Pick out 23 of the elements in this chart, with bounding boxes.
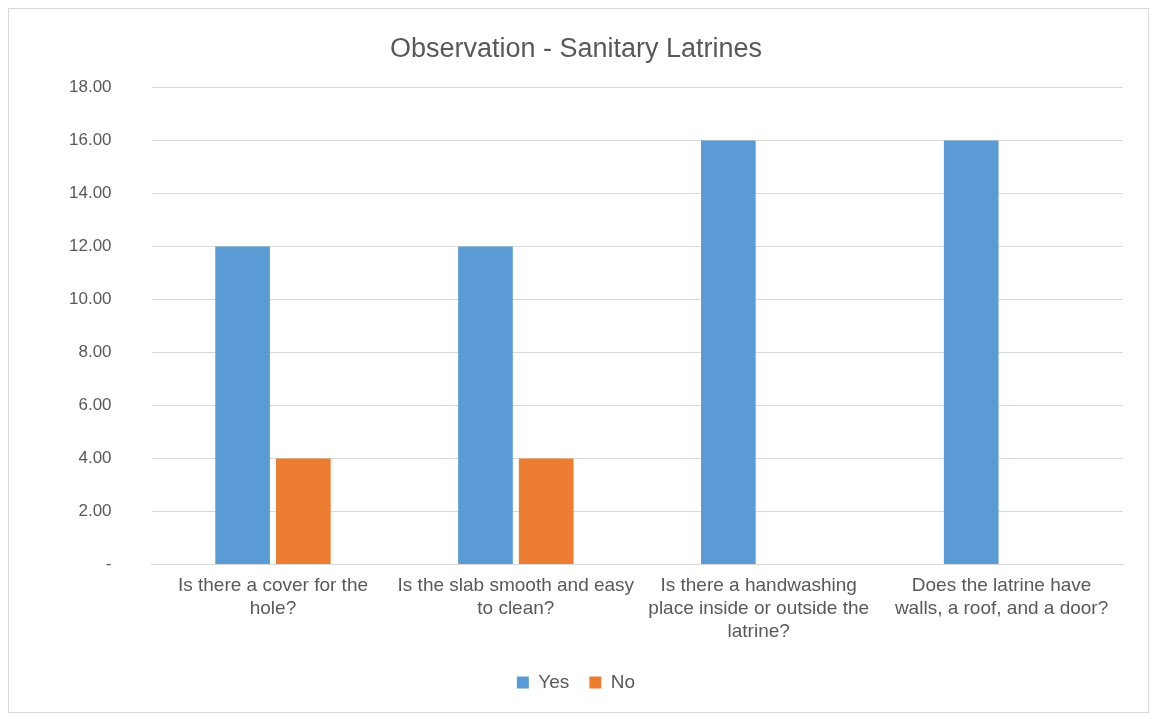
y-tick-label: 18.00 [68,77,112,97]
legend-label: No [610,670,636,692]
x-tick-label: Does the latrine have walls, a roof, and a door? [893,574,1109,619]
y-tick-label: 4.00 [78,448,112,468]
bar [215,246,270,565]
bar [276,458,331,565]
bar [943,140,999,565]
y-tick-label: 2.00 [78,501,112,521]
chart-title: Observation - Sanitary Latrines [389,32,763,63]
y-tick-label: 6.00 [78,395,112,415]
y-tick-label: 16.00 [68,130,112,150]
y-tick-label: 8.00 [78,342,112,362]
bar [518,458,574,565]
y-tick-label: - [105,554,112,574]
y-tick-label: 10.00 [68,289,112,309]
x-tick-label: Is the slab smooth and easy to clean? [397,574,635,619]
y-tick-label: 14.00 [68,183,112,203]
x-tick-label: Is there a cover for the hole? [177,574,369,619]
bar [701,140,756,565]
bar [458,246,513,565]
legend-label: Yes [538,670,570,692]
y-tick-label: 12.00 [68,236,112,256]
x-tick-label: Is there a handwashing place inside or outside the latrine? [648,574,870,641]
